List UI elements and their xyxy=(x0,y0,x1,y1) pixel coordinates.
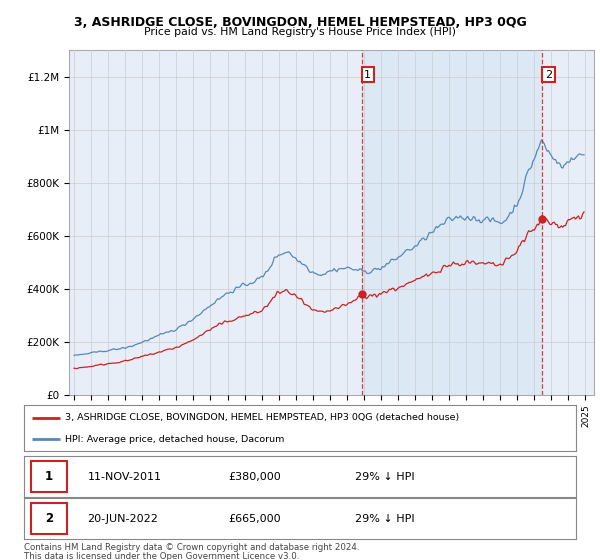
Text: 11-NOV-2011: 11-NOV-2011 xyxy=(88,472,161,482)
Text: 2: 2 xyxy=(45,512,53,525)
Text: 3, ASHRIDGE CLOSE, BOVINGDON, HEMEL HEMPSTEAD, HP3 0QG (detached house): 3, ASHRIDGE CLOSE, BOVINGDON, HEMEL HEMP… xyxy=(65,413,460,422)
Text: 1: 1 xyxy=(45,470,53,483)
Text: £665,000: £665,000 xyxy=(228,514,281,524)
Text: 1: 1 xyxy=(364,69,371,80)
Text: This data is licensed under the Open Government Licence v3.0.: This data is licensed under the Open Gov… xyxy=(24,552,299,560)
Text: 29% ↓ HPI: 29% ↓ HPI xyxy=(355,514,415,524)
Text: Price paid vs. HM Land Registry's House Price Index (HPI): Price paid vs. HM Land Registry's House … xyxy=(144,27,456,37)
Text: 20-JUN-2022: 20-JUN-2022 xyxy=(88,514,158,524)
Text: £380,000: £380,000 xyxy=(228,472,281,482)
Text: 29% ↓ HPI: 29% ↓ HPI xyxy=(355,472,415,482)
Text: 2: 2 xyxy=(545,69,552,80)
Text: HPI: Average price, detached house, Dacorum: HPI: Average price, detached house, Daco… xyxy=(65,435,285,444)
FancyBboxPatch shape xyxy=(31,461,67,492)
Bar xyxy=(362,50,542,395)
FancyBboxPatch shape xyxy=(31,503,67,534)
Text: Contains HM Land Registry data © Crown copyright and database right 2024.: Contains HM Land Registry data © Crown c… xyxy=(24,543,359,552)
Text: 3, ASHRIDGE CLOSE, BOVINGDON, HEMEL HEMPSTEAD, HP3 0QG: 3, ASHRIDGE CLOSE, BOVINGDON, HEMEL HEMP… xyxy=(74,16,526,29)
